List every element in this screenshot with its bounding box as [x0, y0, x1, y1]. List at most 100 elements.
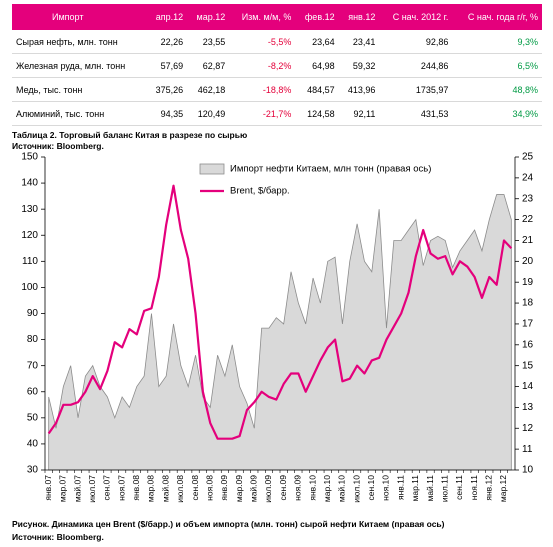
- y-tick-label: 90: [27, 308, 39, 319]
- figure-source: Источник: Bloomberg.: [12, 532, 104, 542]
- x-tick-label: май.10: [337, 475, 347, 502]
- y2-tick-label: 13: [522, 402, 534, 413]
- brent-line: [47, 184, 513, 440]
- x-tick-label: июл.11: [439, 475, 449, 502]
- cell: 57,69: [146, 53, 188, 78]
- x-tick-label: сен.10: [366, 475, 376, 501]
- x-tick-label: мар.08: [146, 475, 156, 502]
- header-cell: мар.12: [187, 4, 230, 30]
- cell: 94,35: [146, 101, 188, 126]
- y-tick-label: 40: [27, 439, 39, 450]
- header-cell: фев.12: [295, 4, 339, 30]
- legend-swatch: [199, 163, 225, 175]
- x-tick-label: янв.07: [43, 475, 53, 501]
- x-tick-label: май.07: [72, 475, 82, 502]
- cell: 92,86: [379, 30, 453, 54]
- row-label: Медь, тыс. тонн: [12, 77, 147, 102]
- y-tick-label: 70: [27, 360, 39, 371]
- table-source: Источник: Bloomberg.: [12, 141, 104, 151]
- x-tick-label: июл.07: [87, 475, 97, 503]
- table-row: Сырая нефть, млн. тонн 22,26 23,55 -5,5% 23,…: [12, 30, 542, 54]
- x-tick-label: мар.11: [410, 475, 420, 502]
- header-row: Импорт апр.12 мар.12 Изм. м/м, % фев.12 янв.1…: [12, 4, 542, 30]
- y2-tick-label: 25: [522, 152, 534, 163]
- x-tick-label: сен.09: [278, 475, 288, 501]
- x-tick-label: май.11: [425, 475, 435, 502]
- x-tick-label: янв.12: [484, 475, 494, 501]
- cell: -18,8%: [229, 77, 296, 102]
- y-tick-label: 130: [21, 204, 38, 215]
- x-tick-label: мар.07: [58, 475, 68, 502]
- y-tick-label: 110: [22, 256, 38, 267]
- y-tick-label: 80: [27, 334, 39, 345]
- x-tick-label: сен.07: [102, 475, 112, 501]
- x-tick-label: ноя.09: [293, 475, 303, 501]
- cell: 1735,97: [379, 77, 453, 102]
- row-label: Алюминий, тыс. тонн: [12, 101, 147, 126]
- header-cell: янв.12: [338, 4, 380, 30]
- cell: 413,96: [338, 77, 380, 102]
- x-tick-label: июл.08: [175, 475, 185, 503]
- x-tick-label: янв.11: [395, 475, 405, 500]
- x-tick-label: ноя.11: [469, 475, 479, 500]
- legend-label: Импорт нефти Китаем, млн тонн (правая ос…: [230, 164, 431, 175]
- import-area: [48, 194, 512, 471]
- x-tick-label: мар.10: [322, 475, 332, 502]
- cell: 6,5%: [452, 53, 542, 78]
- cell: 34,9%: [452, 101, 542, 126]
- y2-tick-label: 17: [522, 319, 534, 330]
- y2-tick-label: 21: [522, 235, 534, 246]
- y2-tick-label: 20: [522, 256, 534, 267]
- x-tick-label: май.09: [249, 475, 259, 502]
- cell: 59,32: [338, 53, 380, 78]
- y2-tick-label: 15: [522, 360, 534, 371]
- x-tick-label: май.08: [160, 475, 170, 502]
- y-tick-label: 100: [21, 282, 38, 293]
- table-body: Сырая нефть, млн. тонн 22,26 23,55 -5,5% 23,…: [12, 30, 542, 126]
- cell: 120,49: [187, 101, 230, 126]
- header-cell: С нач. 2012 г.: [379, 4, 453, 30]
- x-tick-label: июл.09: [263, 475, 273, 503]
- cell: 23,55: [187, 30, 230, 54]
- y-tick-label: 30: [27, 465, 39, 476]
- y2-tick-label: 24: [522, 173, 534, 184]
- x-tick-label: ноя.07: [116, 475, 126, 501]
- x-tick-label: ноя.08: [204, 475, 214, 501]
- row-label: Сырая нефть, млн. тонн: [12, 30, 147, 54]
- y2-tick-label: 23: [522, 193, 534, 204]
- x-tick-label: июл.10: [351, 475, 361, 503]
- header-cell: С нач. года г/г, %: [452, 4, 542, 30]
- cell: 244,86: [379, 53, 453, 78]
- header-cell: апр.12: [146, 4, 188, 30]
- header-cell: Импорт: [12, 4, 147, 30]
- cell: -5,5%: [229, 30, 296, 54]
- cell: 92,11: [338, 101, 380, 126]
- cell: 124,58: [295, 101, 339, 126]
- x-tick-label: янв.09: [219, 475, 229, 501]
- header-cell: Изм. м/м, %: [229, 4, 296, 30]
- y-tick-label: 60: [27, 386, 39, 397]
- x-tick-label: мар.12: [498, 475, 508, 502]
- x-tick-label: мар.09: [234, 475, 244, 502]
- table-caption: Таблица 2. Торговый баланс Китая в разре…: [12, 130, 248, 140]
- table-row: Алюминий, тыс. тонн 94,35 120,49 -21,7% 124,…: [12, 101, 542, 126]
- y-tick-label: 140: [21, 178, 38, 189]
- x-tick-label: янв.08: [131, 475, 141, 501]
- cell: 62,87: [187, 53, 230, 78]
- table-row: Железная руда, млн. тонн 57,69 62,87 -8,2% 6…: [12, 53, 542, 78]
- cell: 48,8%: [452, 77, 542, 102]
- y2-tick-label: 22: [522, 214, 534, 225]
- table-row: Медь, тыс. тонн 375,26 462,18 -18,8% 484,57 4…: [12, 77, 542, 102]
- cell: -21,7%: [229, 101, 296, 126]
- legend-label: Brent, $/барр.: [230, 186, 290, 197]
- cell: 462,18: [187, 77, 230, 102]
- cell: 23,41: [338, 30, 380, 54]
- y-tick-label: 120: [21, 230, 38, 241]
- cell: -8,2%: [229, 53, 296, 78]
- y-tick-label: 50: [27, 412, 39, 423]
- figure-caption: Рисунок. Динамика цен Brent ($/барр.) и …: [12, 519, 445, 529]
- y2-tick-label: 12: [522, 423, 534, 434]
- cell: 431,53: [379, 101, 453, 126]
- y2-tick-label: 10: [522, 465, 534, 476]
